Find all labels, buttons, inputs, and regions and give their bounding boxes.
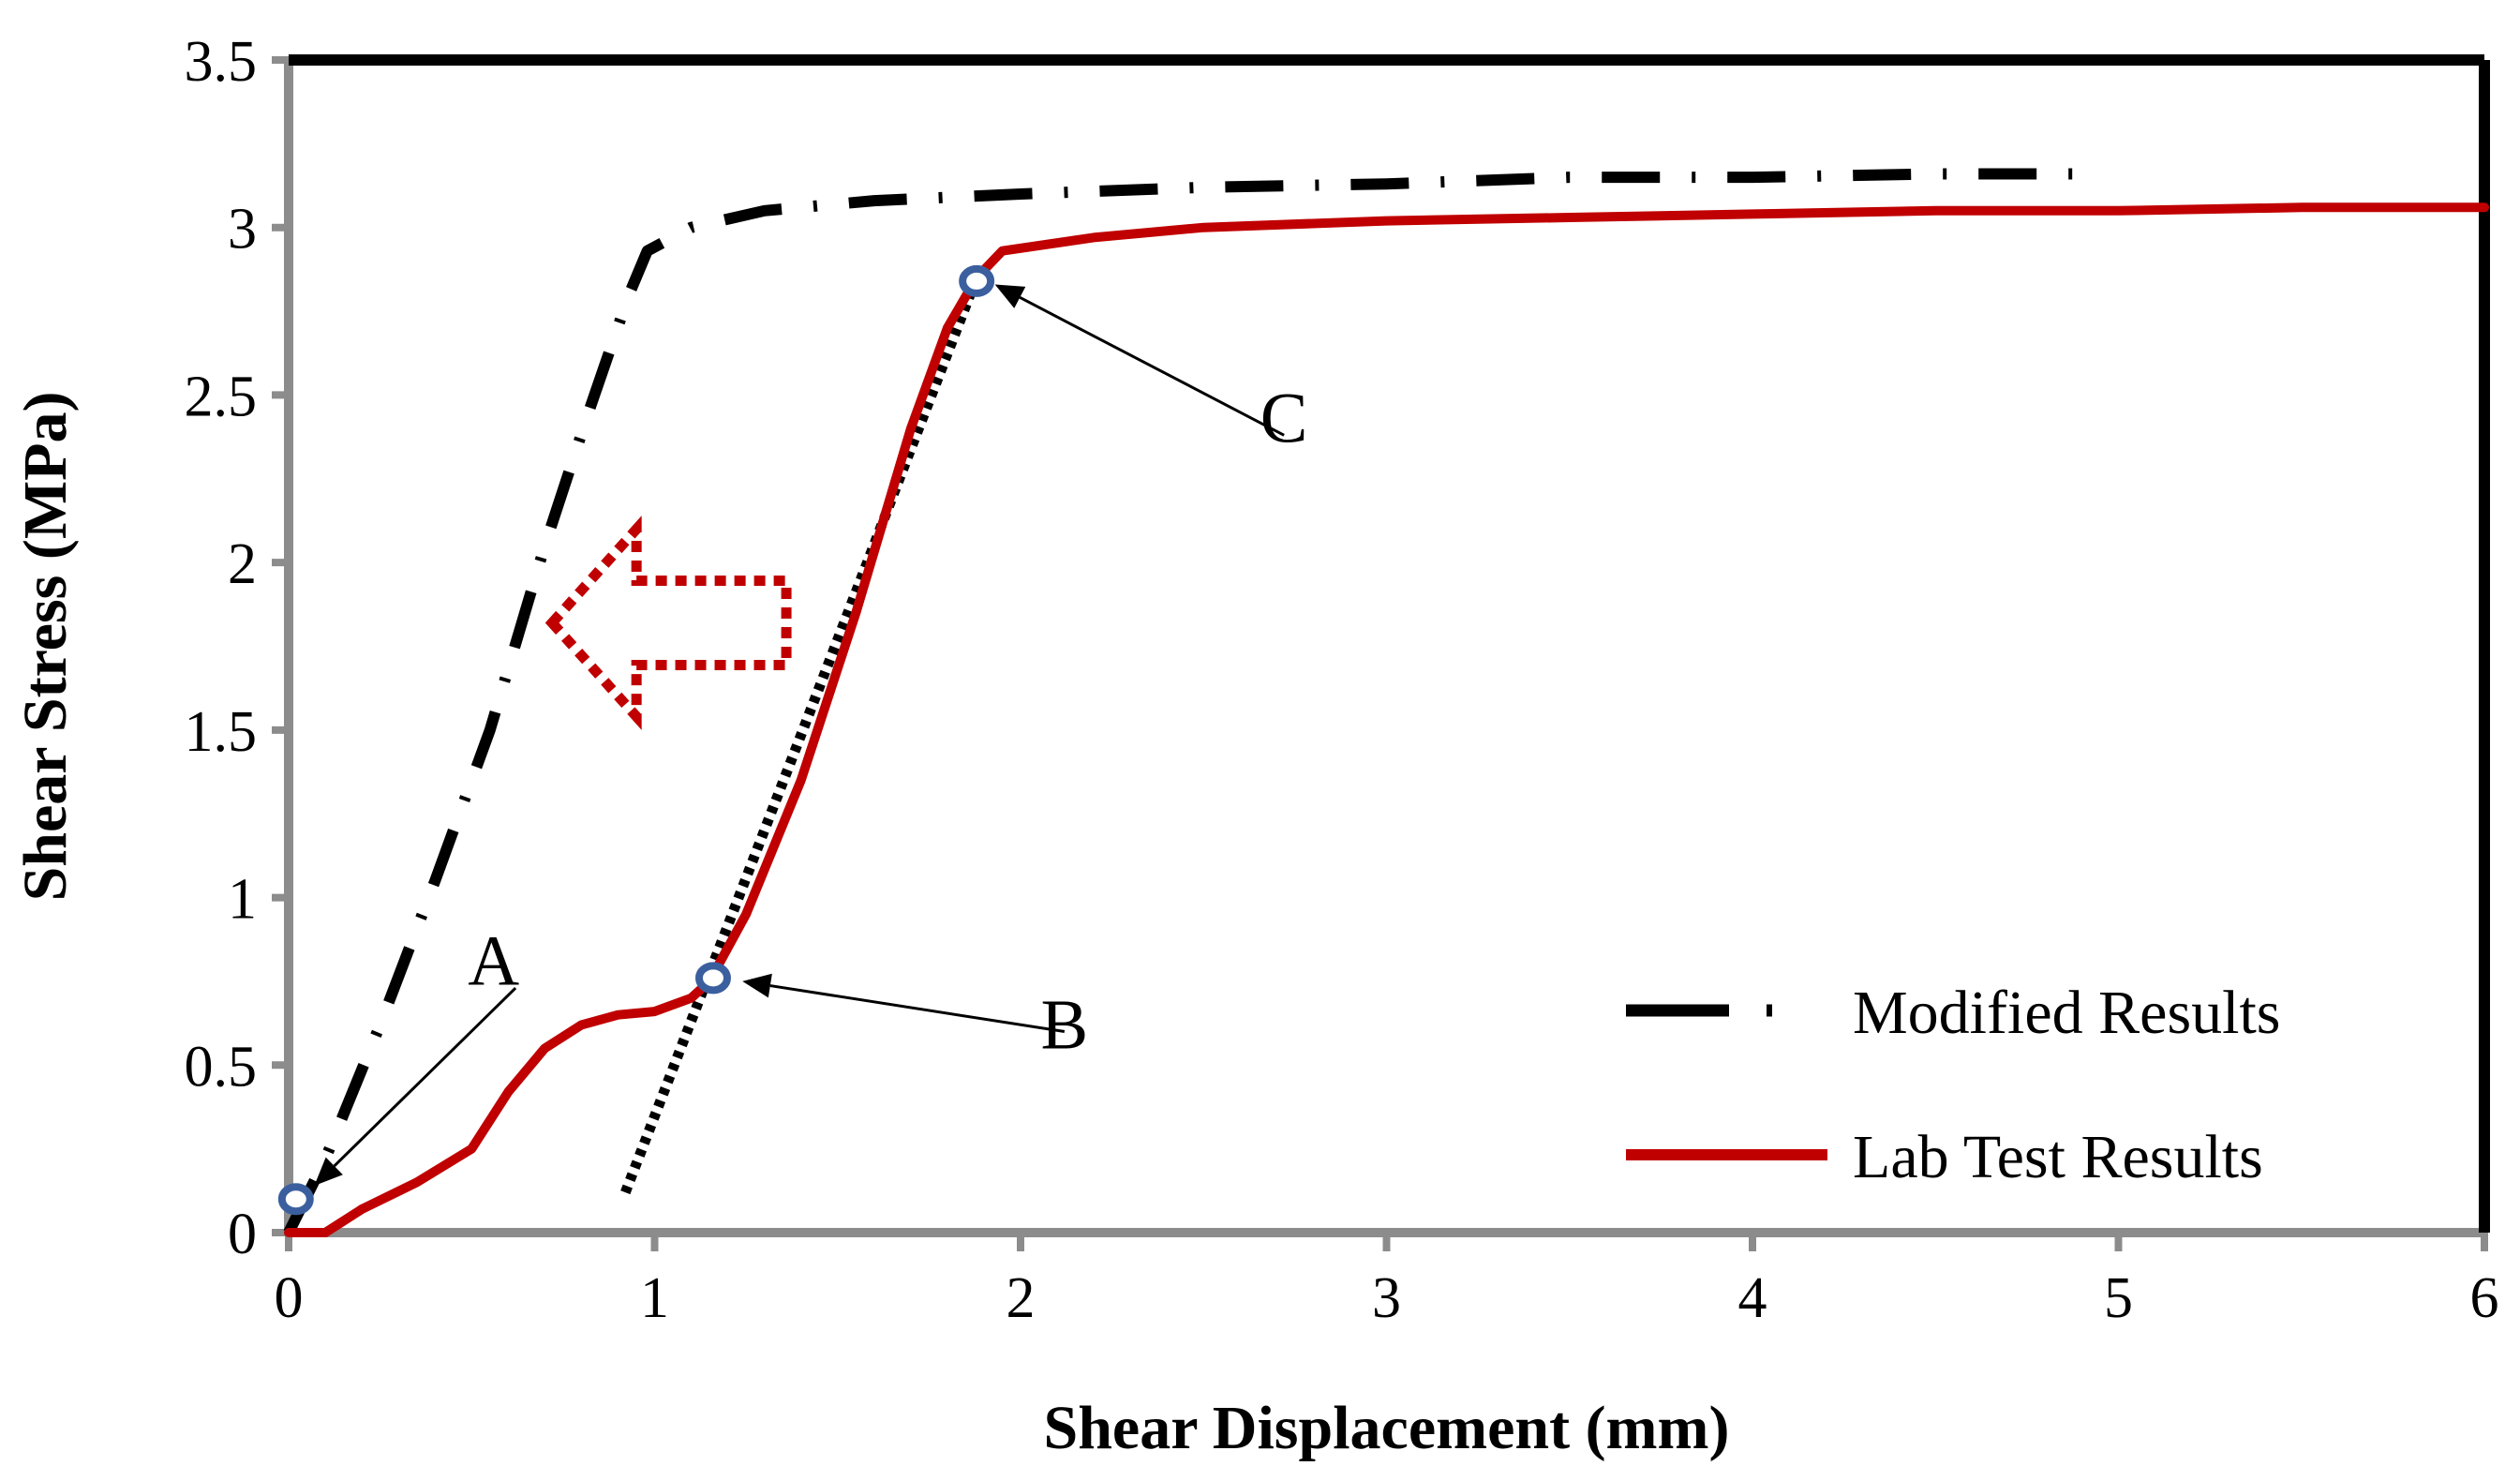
y-tick-label: 1: [228, 868, 257, 932]
series-line-modified-results: [283, 168, 2100, 1235]
annotation-arrowhead-a: [314, 1157, 343, 1186]
annotation-arrow-b: [769, 984, 1066, 1034]
y-axis-title: Shear Stress (MPa): [11, 392, 80, 902]
point-marker-c: [959, 264, 995, 297]
point-marker-b: [694, 962, 731, 995]
y-tick-label: 0: [228, 1203, 257, 1266]
point-label-a: A: [468, 922, 519, 1001]
annotation-arrowhead-b: [742, 973, 772, 998]
x-axis-ticks: 0 1 2 3 4 5 6: [275, 1233, 2499, 1330]
x-tick-label: 6: [2470, 1266, 2499, 1330]
y-tick-label: 3.5: [185, 30, 258, 94]
y-tick-label: 0.5: [185, 1035, 258, 1099]
legend-label-lab-test-results: Lab Test Results: [1853, 1123, 2263, 1191]
annotation-arrow-a: [333, 987, 517, 1168]
series-layer: [283, 168, 2489, 1237]
annotation-arrow-c: [1019, 296, 1285, 437]
x-tick-label: 0: [275, 1266, 304, 1330]
annotation-arrowhead-c: [994, 284, 1026, 308]
point-label-b: B: [1041, 985, 1089, 1064]
y-tick-label: 3: [228, 198, 257, 262]
trend-line: [620, 276, 982, 1195]
y-tick-label: 1.5: [185, 700, 258, 764]
y-axis-ticks: 0 0.5 1 1.5 2 2.5 3 3.5: [185, 30, 289, 1266]
annotation-layer: A B C: [277, 264, 1308, 1216]
legend: Modified Results Lab Test Results: [1626, 979, 2281, 1191]
series-line-lab-test-results: [284, 202, 2489, 1237]
y-tick-label: 2: [228, 532, 257, 596]
x-tick-label: 1: [640, 1266, 669, 1330]
point-marker-a: [277, 1183, 314, 1216]
x-tick-label: 4: [1738, 1266, 1767, 1330]
x-tick-label: 2: [1007, 1266, 1036, 1330]
y-tick-label: 2.5: [185, 365, 258, 428]
point-label-c: C: [1260, 379, 1308, 457]
x-tick-label: 5: [2104, 1266, 2133, 1330]
x-tick-label: 3: [1372, 1266, 1401, 1330]
legend-label-modified-results: Modified Results: [1853, 979, 2281, 1047]
x-axis-title: Shear Displacement (mm): [1044, 1394, 1730, 1462]
